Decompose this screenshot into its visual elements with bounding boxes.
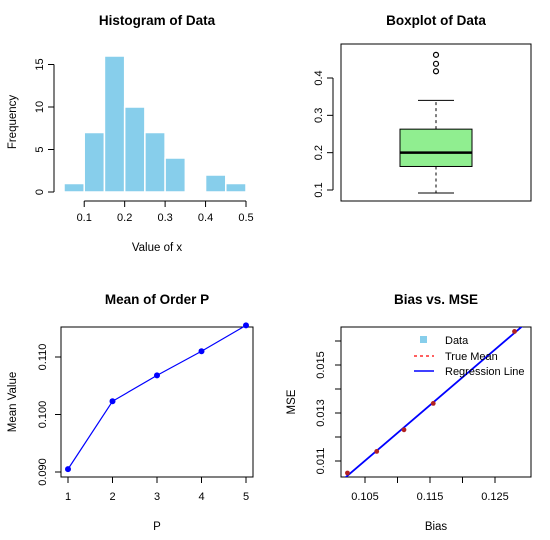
data-point	[65, 466, 71, 473]
boxplot-panel: Boxplot of Data 0.1 0.2 0.3 0.4	[313, 13, 532, 202]
bias-mse-x-label: Bias	[425, 521, 448, 533]
histogram-y-axis: 0 5 10 15	[34, 58, 55, 195]
boxplot-frame	[340, 43, 532, 202]
bias-mse-panel: Bias vs. MSE 0.105 0.115 0.125 0.0110.0130…	[286, 292, 532, 533]
mean-order-x-label: P	[153, 521, 161, 533]
histogram-bar	[103, 55, 126, 193]
x-tick-label: 0.105	[351, 491, 379, 503]
x-tick-label: 0.4	[198, 212, 213, 224]
histogram-bar	[164, 157, 187, 193]
outlier-point	[432, 60, 440, 67]
bias-mse-frame	[340, 326, 532, 478]
legend-label-data: Data	[445, 335, 469, 347]
y-tick-label: 0.015	[315, 351, 327, 379]
mean-order-x-axis: 1 2 3 4 5	[65, 476, 249, 503]
legend-label-true-mean: True Mean	[445, 351, 498, 363]
x-tick-label: 4	[198, 491, 204, 503]
x-tick-label: 0.1	[77, 212, 92, 224]
legend-swatch-data	[420, 336, 427, 343]
histogram-bars	[63, 55, 247, 193]
data-point	[430, 401, 436, 406]
x-tick-label: 0.115	[417, 491, 444, 503]
mean-order-y-axis: 0.090 0.100 0.110	[37, 344, 61, 486]
boxplot-title: Boxplot of Data	[386, 13, 486, 28]
y-tick-label: 0.2	[313, 145, 325, 160]
mean-order-frame	[60, 326, 254, 478]
histogram-bar	[63, 182, 85, 193]
data-point	[374, 449, 380, 454]
y-tick-label: 15	[34, 58, 46, 70]
histogram-title: Histogram of Data	[99, 13, 216, 28]
bias-mse-legend: Data True Mean Regression Line	[414, 335, 525, 378]
y-tick-label: 0.1	[313, 182, 325, 197]
y-tick-label: 5	[34, 146, 46, 152]
y-tick-label: 10	[34, 101, 46, 113]
mean-order-y-label: Mean Value	[7, 372, 19, 433]
x-tick-label: 5	[243, 491, 249, 503]
bias-mse-title: Bias vs. MSE	[394, 292, 478, 307]
boxplot-y-axis: 0.1 0.2 0.3 0.4	[313, 70, 334, 198]
histogram-bar	[144, 131, 166, 193]
y-tick-label: 0.011	[315, 448, 327, 475]
series-line	[67, 324, 247, 470]
outlier-point	[432, 68, 440, 75]
histogram-panel: Histogram of Data 0.1 0.2 0.3 0.4 0.5 0 5 10 15…	[7, 13, 254, 254]
data-point	[243, 322, 249, 329]
data-point	[154, 372, 160, 379]
histogram-y-label: Frequency	[7, 95, 19, 150]
bias-mse-marks	[344, 327, 523, 477]
histogram-x-label: Value of x	[132, 242, 183, 254]
bias-mse-y-label: MSE	[286, 389, 298, 414]
y-tick-label: 0.110	[37, 344, 49, 371]
x-tick-label: 0.125	[481, 491, 509, 503]
y-tick-label: 0.013	[315, 399, 327, 427]
data-point	[109, 398, 116, 405]
x-tick-label: 0.5	[238, 212, 253, 224]
data-point	[401, 427, 407, 433]
x-tick-label: 0.3	[157, 212, 172, 224]
x-tick-label: 3	[154, 491, 160, 503]
interquartile-box	[399, 128, 473, 167]
bias-mse-y-axis: 0.011 0.013 0.015	[315, 340, 341, 475]
y-tick-label: 0.100	[37, 401, 49, 429]
boxplot-marks	[399, 51, 473, 194]
histogram-x-axis: 0.1 0.2 0.3 0.4 0.5	[77, 200, 254, 224]
mean-order-marks	[65, 322, 249, 473]
legend-label-regression: Regression Line	[445, 366, 525, 378]
x-tick-label: 1	[65, 491, 71, 503]
bias-mse-x-axis: 0.105 0.115 0.125	[351, 476, 509, 503]
x-tick-label: 0.2	[117, 212, 132, 224]
histogram-bar	[225, 182, 247, 193]
histogram-bar	[204, 174, 227, 193]
y-tick-label: 0.3	[313, 108, 325, 123]
data-point	[198, 348, 205, 355]
histogram-bar	[83, 131, 106, 193]
x-tick-label: 2	[109, 491, 115, 503]
mean-order-title: Mean of Order P	[105, 292, 209, 307]
outlier-point	[432, 51, 440, 58]
y-tick-label: 0.4	[313, 70, 325, 85]
histogram-bar	[123, 106, 146, 193]
data-point	[345, 470, 350, 476]
y-tick-label: 0.090	[37, 458, 49, 486]
data-point	[512, 329, 517, 334]
y-tick-label: 0	[34, 189, 46, 195]
